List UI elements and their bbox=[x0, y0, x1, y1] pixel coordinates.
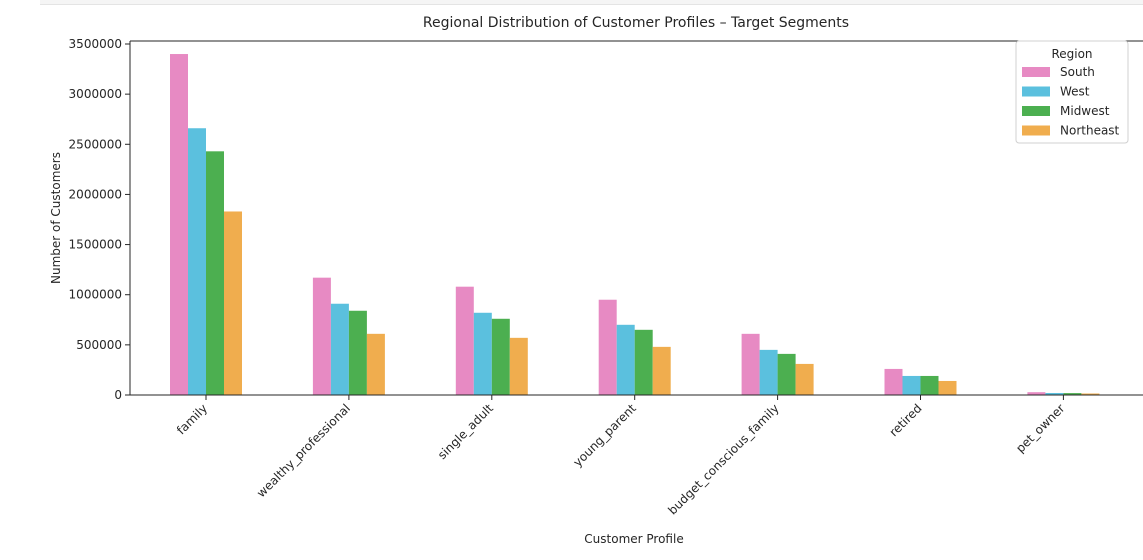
legend-box bbox=[1015, 40, 1129, 144]
bar-midwest-single-adult bbox=[491, 318, 510, 395]
x-axis-label: Customer Profile bbox=[584, 532, 683, 546]
bar-northeast-single-adult bbox=[509, 337, 528, 395]
bar-south-single-adult bbox=[455, 286, 474, 395]
legend-label: Northeast bbox=[1060, 124, 1120, 138]
y-tick-label: 3000000 bbox=[69, 87, 122, 101]
legend-swatch bbox=[1022, 106, 1050, 116]
bar-south-retired bbox=[884, 368, 903, 395]
y-tick-label: 2500000 bbox=[69, 137, 122, 151]
y-tick-label: 500000 bbox=[76, 338, 122, 352]
y-axis-label: Number of Customers bbox=[49, 152, 63, 284]
x-tick-label: retired bbox=[887, 401, 925, 439]
legend: Region South West Midwest Northeast bbox=[1015, 40, 1129, 144]
bar-west-single-adult bbox=[473, 312, 492, 395]
bar-midwest-young-parent bbox=[634, 329, 653, 395]
x-tick-label: family bbox=[174, 401, 210, 437]
bar-northeast-young-parent bbox=[652, 346, 671, 395]
legend-label: West bbox=[1060, 85, 1090, 99]
bar-northeast-family bbox=[224, 211, 242, 395]
bar-south-family bbox=[170, 54, 188, 395]
legend-swatch bbox=[1022, 125, 1050, 136]
bar-west-retired bbox=[902, 375, 921, 395]
x-tick-label: wealthy_professional bbox=[254, 401, 353, 500]
bar-midwest-retired bbox=[920, 375, 939, 395]
bar-northeast-pet-owner bbox=[1081, 393, 1100, 395]
notebook-cell-strip bbox=[40, 0, 1143, 5]
x-axis: family wealthy_professional single_adult yo… bbox=[174, 395, 1068, 518]
bar-south-pet-owner bbox=[1027, 392, 1046, 395]
x-tick-label: budget_conscious_family bbox=[665, 401, 781, 517]
legend-label: Midwest bbox=[1060, 104, 1110, 118]
y-tick-label: 3500000 bbox=[69, 37, 122, 51]
bar-northeast-wealthy-professional bbox=[366, 333, 385, 395]
legend-label: South bbox=[1060, 65, 1095, 79]
bar-west-pet-owner bbox=[1045, 392, 1064, 395]
bar-midwest-family bbox=[206, 151, 224, 395]
bar-midwest-budget-conscious-family bbox=[777, 353, 796, 395]
y-tick-label: 0 bbox=[114, 388, 122, 402]
x-tick-label: pet_owner bbox=[1013, 401, 1067, 455]
y-tick-label: 1000000 bbox=[69, 288, 122, 302]
bar-midwest-pet-owner bbox=[1063, 393, 1082, 395]
x-tick-label: young_parent bbox=[571, 401, 640, 470]
y-axis: 0 500000 1000000 1500000 2000000 2500000 30000… bbox=[69, 37, 130, 402]
bar-west-budget-conscious-family bbox=[759, 349, 778, 395]
bar-west-wealthy-professional bbox=[330, 303, 349, 395]
bar-west-young-parent bbox=[616, 324, 635, 395]
bar-south-young-parent bbox=[598, 299, 617, 395]
legend-entries: South West Midwest Northeast bbox=[1022, 65, 1120, 138]
bars-layer bbox=[170, 54, 1100, 396]
legend-swatch bbox=[1022, 86, 1050, 97]
bar-south-wealthy-professional bbox=[312, 277, 331, 395]
y-tick-label: 2000000 bbox=[69, 187, 122, 201]
bar-northeast-retired bbox=[938, 380, 957, 395]
chart-title: Regional Distribution of Customer Profil… bbox=[423, 15, 849, 31]
bar-west-family bbox=[188, 128, 206, 396]
bar-midwest-wealthy-professional bbox=[348, 310, 367, 395]
bar-south-budget-conscious-family bbox=[741, 333, 760, 395]
y-tick-label: 1500000 bbox=[69, 238, 122, 252]
legend-swatch bbox=[1022, 67, 1050, 77]
x-tick-label: single_adult bbox=[435, 401, 496, 462]
legend-title: Region bbox=[1051, 47, 1092, 61]
bar-northeast-budget-conscious-family bbox=[795, 363, 814, 395]
